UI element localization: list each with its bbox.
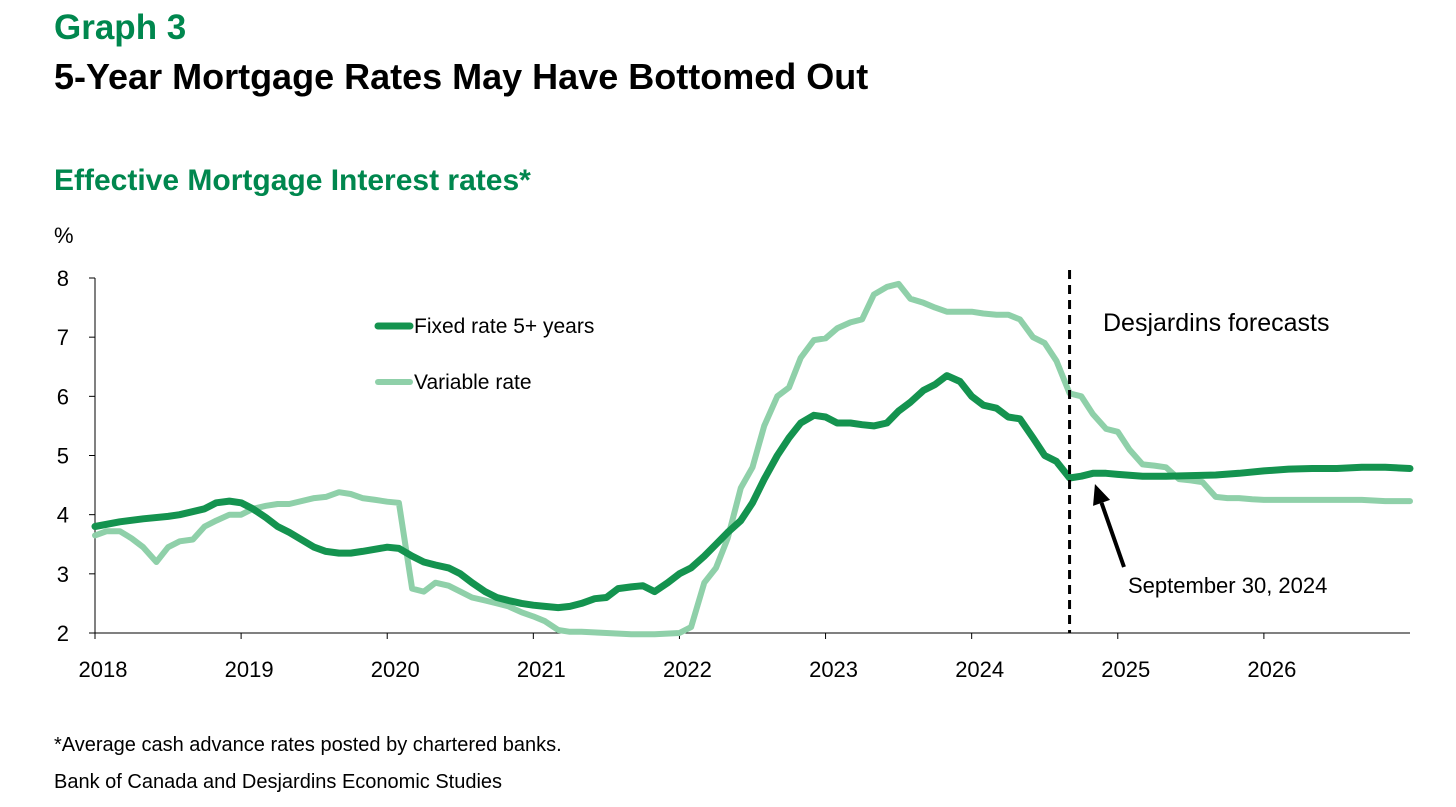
y-tick-label: 7: [57, 325, 69, 350]
x-tick-label: 2024: [955, 657, 1004, 682]
y-tick-label: 3: [57, 562, 69, 587]
y-axis: 2 3 4 5 6 7 8: [57, 266, 95, 646]
forecast-label: Desjardins forecasts: [1103, 309, 1329, 337]
y-tick-label: 4: [57, 503, 69, 528]
y-tick-label: 5: [57, 444, 69, 469]
y-tick-label: 8: [57, 266, 69, 291]
x-axis: 2018 2019 2020 2021 2022 2023 2024 2025 2026: [79, 633, 1296, 682]
x-tick-label: 2019: [225, 657, 274, 682]
annotation-arrow: [1099, 502, 1126, 568]
x-tick-label: 2026: [1247, 657, 1296, 682]
x-tick-label: 2020: [371, 657, 420, 682]
graph-label: Graph 3: [54, 8, 187, 47]
annotation-label: September 30, 2024: [1128, 573, 1327, 598]
x-tick-label: 2018: [79, 657, 128, 682]
legend-label-fixed: Fixed rate 5+ years: [414, 315, 594, 338]
series-line-fixed-rate: [91, 372, 1414, 612]
y-tick-label: 2: [57, 621, 69, 646]
legend-label-variable: Variable rate: [414, 371, 532, 394]
annotation-arrow-head: [1093, 483, 1111, 506]
x-tick-label: 2022: [663, 657, 712, 682]
y-axis-unit-label: %: [54, 223, 74, 248]
series-line-variable-rate: [92, 280, 1413, 638]
x-tick-label: 2023: [809, 657, 858, 682]
x-tick-label: 2025: [1101, 657, 1150, 682]
chart-subtitle: Effective Mortgage Interest rates*: [54, 164, 531, 197]
legend: Fixed rate 5+ years Variable rate: [374, 315, 594, 394]
source-note: Bank of Canada and Desjardins Economic S…: [54, 771, 503, 793]
y-tick-label: 6: [57, 384, 69, 409]
footnote: *Average cash advance rates posted by ch…: [54, 734, 562, 756]
x-tick-label: 2021: [517, 657, 566, 682]
chart-title: 5-Year Mortgage Rates May Have Bottomed …: [54, 56, 869, 97]
